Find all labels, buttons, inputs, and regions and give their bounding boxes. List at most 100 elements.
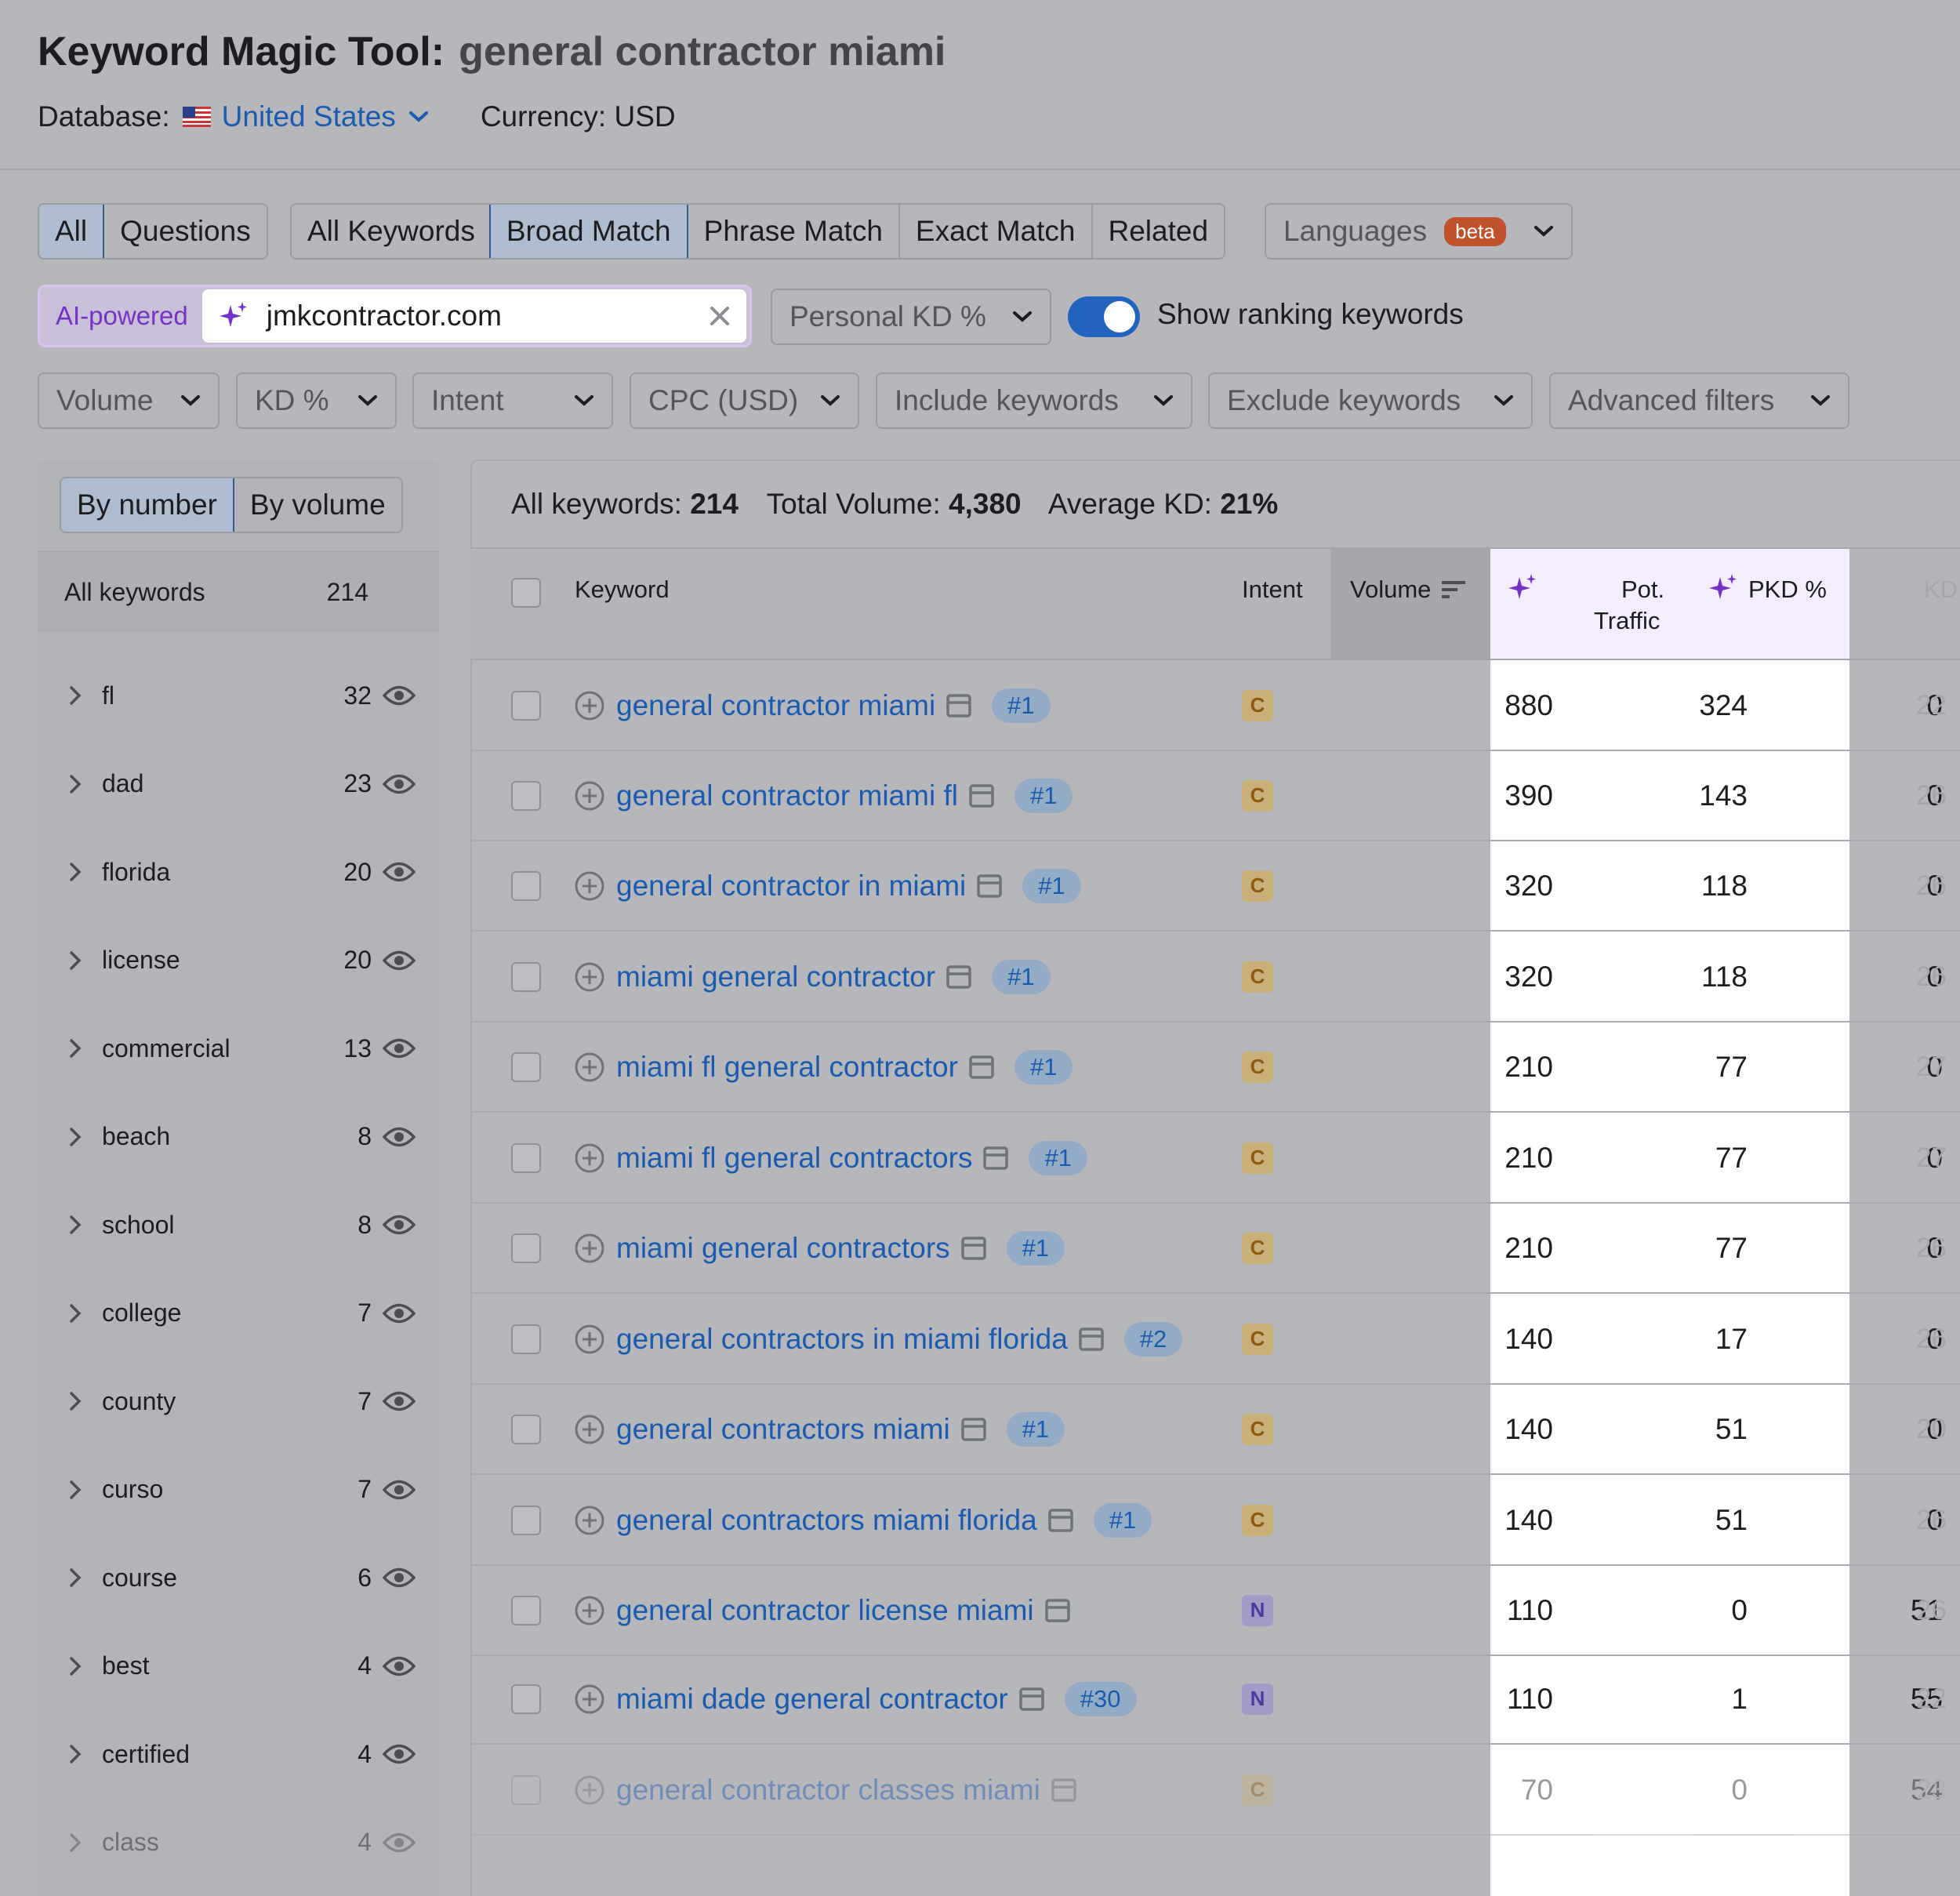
filter-include-keywords[interactable]: Include keywords xyxy=(876,372,1192,429)
keyword-link[interactable]: miami dade general contractor xyxy=(616,1682,1008,1715)
chevron-right-icon[interactable] xyxy=(69,685,82,706)
group-item[interactable]: florida 20 xyxy=(38,828,439,916)
row-checkbox[interactable] xyxy=(511,1233,541,1263)
eye-icon[interactable] xyxy=(383,1831,416,1854)
serp-features-icon[interactable] xyxy=(1079,1327,1104,1351)
table-row[interactable]: miami general contractors #1 C 210 77 0 26 xyxy=(470,1204,1960,1294)
tab-related[interactable]: Related xyxy=(1091,205,1225,258)
eye-icon[interactable] xyxy=(383,1302,416,1325)
add-to-list-icon[interactable] xyxy=(574,1414,605,1445)
tab-broad-match[interactable]: Broad Match xyxy=(488,205,688,258)
chevron-right-icon[interactable] xyxy=(69,1127,82,1147)
eye-icon[interactable] xyxy=(383,684,416,707)
keyword-link[interactable]: general contractors in miami florida xyxy=(616,1322,1068,1355)
serp-features-icon[interactable] xyxy=(969,783,994,808)
serp-features-icon[interactable] xyxy=(960,1236,986,1260)
row-checkbox[interactable] xyxy=(511,1684,541,1714)
eye-icon[interactable] xyxy=(383,1566,416,1589)
col-pot-traffic-line1[interactable]: Pot. xyxy=(1621,576,1665,603)
group-item[interactable]: curso 7 xyxy=(38,1446,439,1534)
group-item[interactable]: county 7 xyxy=(38,1357,439,1445)
database-select[interactable]: United States xyxy=(221,100,396,133)
col-intent[interactable]: Intent xyxy=(1242,576,1303,603)
chevron-right-icon[interactable] xyxy=(69,1567,82,1588)
table-row[interactable]: general contractor in miami #1 C 320 118 0 26 xyxy=(470,841,1960,932)
personal-kd-dropdown[interactable]: Personal KD % xyxy=(771,289,1051,345)
group-item[interactable]: certified 4 xyxy=(38,1710,439,1798)
table-row[interactable]: miami fl general contractor #1 C 210 77 0 27 xyxy=(470,1022,1960,1113)
table-row[interactable]: general contractor miami fl #1 C 390 143 0 26 xyxy=(470,751,1960,841)
serp-features-icon[interactable] xyxy=(1044,1598,1070,1622)
col-keyword[interactable]: Keyword xyxy=(575,576,670,603)
col-pkd[interactable]: PKD % xyxy=(1748,576,1827,603)
add-to-list-icon[interactable] xyxy=(574,780,605,812)
tab-by-volume[interactable]: By volume xyxy=(232,478,401,532)
col-pot-traffic-line2[interactable]: Traffic xyxy=(1594,607,1661,634)
row-checkbox[interactable] xyxy=(511,1414,541,1444)
add-to-list-icon[interactable] xyxy=(574,1052,605,1083)
keyword-link[interactable]: miami general contractor xyxy=(616,960,936,993)
group-item[interactable]: best 4 xyxy=(38,1622,439,1710)
row-checkbox[interactable] xyxy=(511,1505,541,1535)
chevron-right-icon[interactable] xyxy=(69,1303,82,1324)
tab-phrase-match[interactable]: Phrase Match xyxy=(686,205,898,258)
tab-all[interactable]: All xyxy=(38,205,105,258)
keyword-link[interactable]: general contractor in miami xyxy=(616,869,967,902)
chevron-right-icon[interactable] xyxy=(69,1391,82,1411)
row-checkbox[interactable] xyxy=(511,1324,541,1354)
serp-features-icon[interactable] xyxy=(969,1055,994,1079)
serp-features-icon[interactable] xyxy=(1051,1778,1076,1802)
serp-features-icon[interactable] xyxy=(1019,1687,1044,1711)
group-item[interactable]: beach 8 xyxy=(38,1093,439,1181)
eye-icon[interactable] xyxy=(383,1037,416,1060)
keyword-link[interactable]: general contractor classes miami xyxy=(616,1773,1040,1806)
filter-intent[interactable]: Intent xyxy=(412,372,613,429)
keyword-link[interactable]: general contractors miami xyxy=(616,1412,950,1445)
table-row[interactable]: general contractors miami florida #1 C 140 5… xyxy=(470,1476,1960,1566)
col-volume[interactable]: Volume xyxy=(1350,576,1466,604)
add-to-list-icon[interactable] xyxy=(574,1142,605,1174)
keyword-link[interactable]: general contractor miami xyxy=(616,688,936,721)
add-to-list-icon[interactable] xyxy=(574,1505,605,1536)
filter-volume[interactable]: Volume xyxy=(38,372,220,429)
show-ranking-toggle[interactable] xyxy=(1068,296,1140,337)
group-item[interactable]: course 6 xyxy=(38,1534,439,1622)
eye-icon[interactable] xyxy=(383,949,416,972)
serp-features-icon[interactable] xyxy=(946,964,971,989)
eye-icon[interactable] xyxy=(383,1389,416,1413)
add-to-list-icon[interactable] xyxy=(574,870,605,902)
chevron-right-icon[interactable] xyxy=(69,1744,82,1764)
add-to-list-icon[interactable] xyxy=(574,961,605,993)
group-item[interactable]: fl 32 xyxy=(38,652,439,739)
select-all-checkbox[interactable] xyxy=(511,578,541,608)
chevron-right-icon[interactable] xyxy=(69,862,82,882)
table-row[interactable]: miami fl general contractors #1 C 210 77 0 27 xyxy=(470,1113,1960,1204)
domain-input-value[interactable]: jmkcontractor.com xyxy=(266,300,502,332)
row-checkbox[interactable] xyxy=(511,961,541,992)
add-to-list-icon[interactable] xyxy=(574,690,605,721)
add-to-list-icon[interactable] xyxy=(574,1595,605,1626)
tab-questions[interactable]: Questions xyxy=(103,205,267,258)
table-row[interactable]: general contractor miami #1 C 880 324 0 22 xyxy=(470,661,1960,751)
filter-kd[interactable]: KD % xyxy=(236,372,397,429)
serp-features-icon[interactable] xyxy=(983,1146,1009,1170)
add-to-list-icon[interactable] xyxy=(574,1324,605,1355)
eye-icon[interactable] xyxy=(383,1654,416,1678)
filter-advanced[interactable]: Advanced filters xyxy=(1549,372,1849,429)
keyword-link[interactable]: miami general contractors xyxy=(616,1231,950,1264)
filter-cpc[interactable]: CPC (USD) xyxy=(630,372,859,429)
table-row[interactable]: general contractors miami #1 C 140 51 0 20 xyxy=(470,1385,1960,1475)
eye-icon[interactable] xyxy=(383,860,416,884)
eye-icon[interactable] xyxy=(383,1742,416,1766)
serp-features-icon[interactable] xyxy=(977,874,1002,898)
chevron-down-icon[interactable] xyxy=(408,111,429,123)
row-checkbox[interactable] xyxy=(511,1142,541,1173)
chevron-right-icon[interactable] xyxy=(69,1656,82,1676)
chevron-right-icon[interactable] xyxy=(69,950,82,971)
table-row[interactable]: general contractor classes miami C 70 0 54 23 xyxy=(470,1745,1960,1836)
eye-icon[interactable] xyxy=(383,772,416,796)
languages-dropdown[interactable]: Languages beta xyxy=(1265,203,1573,260)
tab-by-number[interactable]: By number xyxy=(60,478,234,532)
group-item[interactable]: class 4 xyxy=(38,1799,439,1887)
eye-icon[interactable] xyxy=(383,1213,416,1237)
